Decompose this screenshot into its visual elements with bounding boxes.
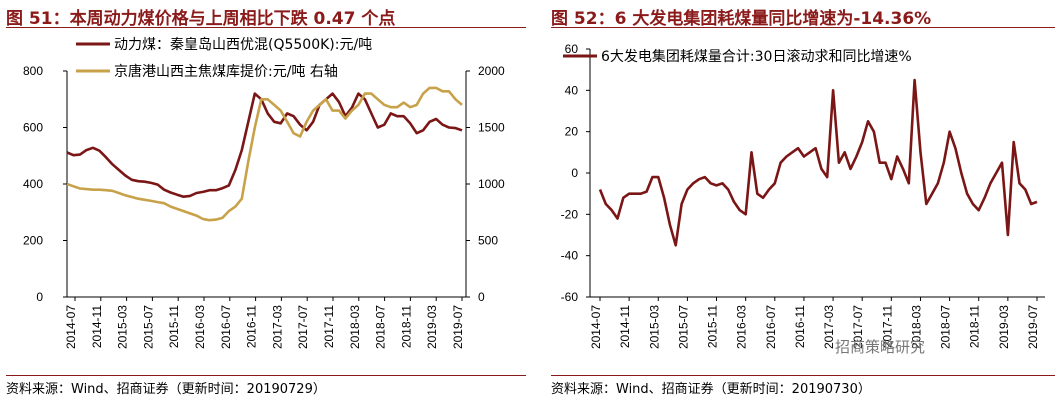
right-y-tick-label: 2000 xyxy=(478,64,505,78)
x-tick-label: 2017-07 xyxy=(851,305,865,349)
x-tick-label: 2017-07 xyxy=(296,305,310,349)
x-tick-label: 2019-07 xyxy=(1026,305,1040,349)
right-title-rule xyxy=(551,27,1055,28)
x-tick-label: 2015-11 xyxy=(167,305,181,348)
left-y-tick-label: 400 xyxy=(23,177,43,191)
y-tick-label: 0 xyxy=(571,166,578,180)
x-tick-label: 2018-07 xyxy=(374,305,388,349)
left-y-tick-label: 200 xyxy=(23,234,43,248)
x-tick-label: 2014-07 xyxy=(64,305,78,349)
y-tick-label: 40 xyxy=(565,83,579,97)
right-y-tick-label: 0 xyxy=(478,290,485,304)
left-y-tick-label: 0 xyxy=(36,290,43,304)
x-tick-label: 2018-11 xyxy=(399,305,413,348)
left-chart-title: 图 51：本周动力煤价格与上周相比下跌 0.47 个点 xyxy=(6,9,396,29)
x-tick-label: 2014-07 xyxy=(589,305,603,349)
y-tick-label: -40 xyxy=(561,249,579,263)
x-tick-label: 2017-03 xyxy=(270,305,284,349)
x-tick-label: 2019-03 xyxy=(997,305,1011,349)
y-tick-label: -20 xyxy=(561,207,579,221)
watermark: 招商策略研究 xyxy=(835,338,926,356)
x-tick-label: 2015-03 xyxy=(647,305,661,349)
x-tick-label: 2015-11 xyxy=(706,305,720,348)
legend-label-2: 京唐港山西主焦煤库提价:元/吨 右轴 xyxy=(114,63,338,80)
x-tick-label: 2014-11 xyxy=(90,305,104,348)
right-y-tick-label: 1500 xyxy=(478,121,505,135)
x-tick-label: 2016-03 xyxy=(193,305,207,349)
left-y-tick-label: 600 xyxy=(23,121,43,135)
right-y-tick-label: 500 xyxy=(478,234,498,248)
x-tick-label: 2018-03 xyxy=(909,305,923,349)
right-source-rule xyxy=(551,375,1055,376)
x-tick-label: 2018-11 xyxy=(968,305,982,348)
x-tick-label: 2016-11 xyxy=(793,305,807,348)
x-tick-label: 2017-11 xyxy=(322,305,336,348)
left-source-note: 资料来源：Wind、招商证券（更新时间：20190729） xyxy=(6,382,326,397)
left-chart-panel: 图 51：本周动力煤价格与上周相比下跌 0.47 个点 0 200 400 600 80… xyxy=(6,9,526,397)
x-tick-label: 2018-03 xyxy=(348,305,362,349)
x-tick-label: 2016-03 xyxy=(735,305,749,349)
left-source-rule xyxy=(6,375,526,376)
x-tick-label: 2015-03 xyxy=(116,305,130,349)
x-tick-label: 2015-07 xyxy=(676,305,690,349)
x-tick-label: 2014-11 xyxy=(618,305,632,348)
x-tick-label: 2017-11 xyxy=(880,305,894,348)
x-tick-label: 2018-07 xyxy=(939,305,953,349)
y-tick-label: 60 xyxy=(565,42,579,56)
left-y-tick-label: 800 xyxy=(23,64,43,78)
series-line-1 xyxy=(598,78,1038,247)
legend-label-1: 6大发电集团耗煤量合计:30日滚动求和同比增速% xyxy=(601,48,912,65)
legend-label-1: 动力煤：秦皇岛山西优混(Q5500K):元/吨 xyxy=(114,37,372,53)
left-line-chart: 0 200 400 600 800 0 500 1000 1500 2000 2014-07 2014… xyxy=(23,37,505,349)
x-tick-label: 2016-07 xyxy=(219,305,233,349)
y-tick-label: 20 xyxy=(565,125,579,139)
series-line-2 xyxy=(66,86,463,222)
x-tick-label: 2016-07 xyxy=(764,305,778,349)
x-tick-label: 2017-03 xyxy=(822,305,836,349)
x-tick-label: 2019-07 xyxy=(451,305,465,349)
x-tick-label: 2019-03 xyxy=(425,305,439,349)
left-title-rule xyxy=(6,27,526,28)
series-line-1 xyxy=(66,92,463,198)
right-line-chart: -60 -40 -20 0 20 40 60 2014-07 2014-11 2015-03 201… xyxy=(561,42,1045,349)
x-tick-label: 2016-11 xyxy=(245,305,259,348)
x-tick-label: 2015-07 xyxy=(141,305,155,349)
right-y-tick-label: 1000 xyxy=(478,177,505,191)
right-chart-panel: 图 52：6 大发电集团耗煤量同比增速为-14.36% -60 -40 -20 0 20… xyxy=(545,0,1058,402)
right-chart-title: 图 52：6 大发电集团耗煤量同比增速为-14.36% xyxy=(551,9,932,29)
right-source-note: 资料来源：Wind、招商证券（更新时间：20190730） xyxy=(551,382,871,397)
y-tick-label: -60 xyxy=(561,290,579,304)
